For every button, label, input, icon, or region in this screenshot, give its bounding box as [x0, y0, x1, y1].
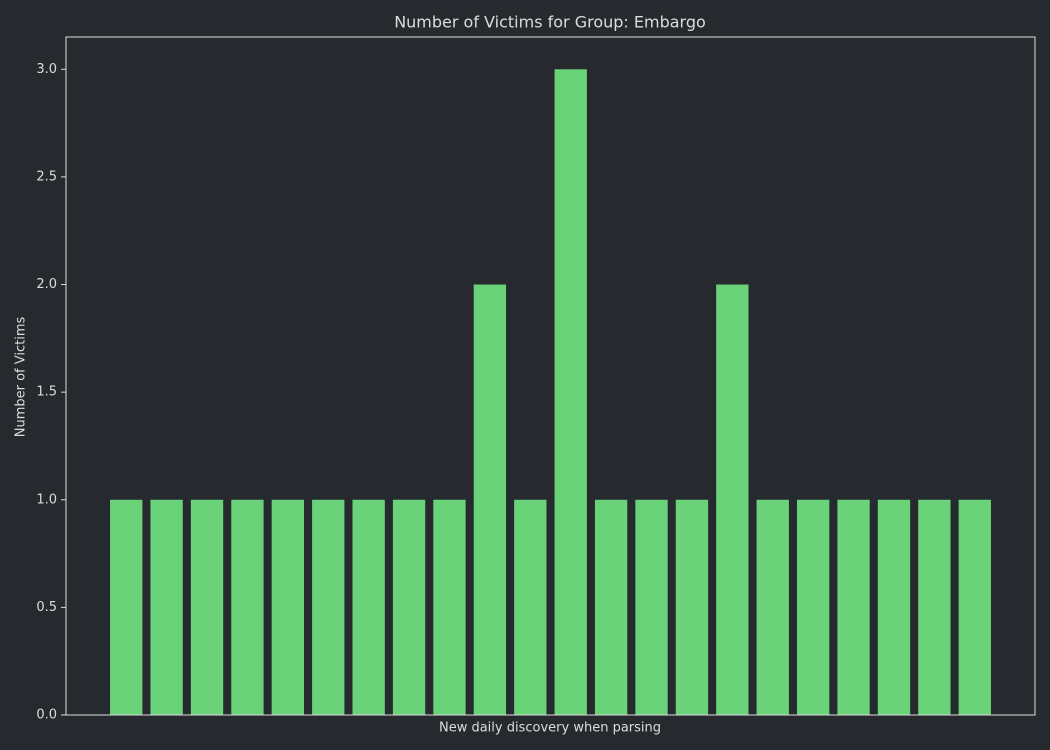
bar: [231, 499, 264, 715]
bar: [150, 499, 183, 715]
bar: [918, 499, 951, 715]
bar: [635, 499, 668, 715]
bar: [190, 499, 224, 715]
bar: [756, 499, 789, 715]
y-tick-label: 1.0: [36, 492, 57, 507]
y-tick-label: 3.0: [36, 62, 57, 77]
y-tick-label: 0.5: [36, 600, 57, 615]
bar: [514, 499, 547, 715]
bar: [675, 499, 709, 715]
bar: [473, 284, 507, 715]
bar: [554, 69, 587, 716]
x-axis-label: New daily discovery when parsing: [439, 721, 661, 736]
bar: [958, 499, 991, 715]
plot-frame: [65, 36, 1036, 716]
bar: [433, 499, 466, 715]
bar: [796, 499, 830, 715]
y-tick-label: 0.0: [36, 708, 57, 723]
bar: [110, 499, 143, 715]
bar: [352, 499, 385, 715]
bar: [837, 499, 870, 715]
y-tick-label: 1.5: [36, 385, 57, 400]
bar: [594, 499, 628, 715]
y-axis-label: Number of Victims: [14, 317, 29, 438]
bar: [392, 499, 426, 715]
y-tick-label: 2.5: [36, 169, 57, 184]
bar: [312, 499, 345, 715]
bar: [716, 284, 749, 715]
bar: [877, 499, 911, 715]
y-tick-label: 2.0: [36, 277, 57, 292]
chart-title: Number of Victims for Group: Embargo: [394, 13, 706, 32]
bar: [271, 499, 305, 715]
